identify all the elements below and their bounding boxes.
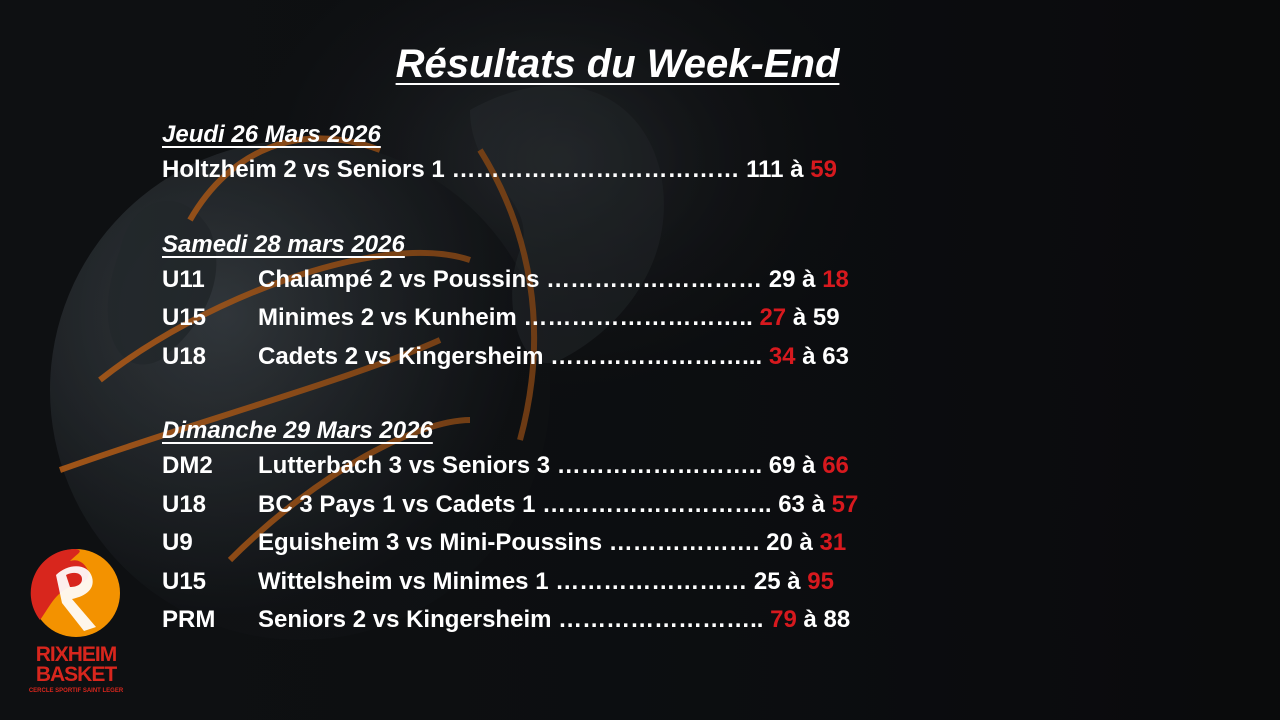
match-category: U18 [162, 342, 207, 370]
match-dots: ………………. [608, 529, 760, 556]
match-teams: Lutterbach 3 vs Seniors 3 [258, 452, 551, 479]
match-teams: Minimes 2 vs Kunheim [258, 304, 517, 331]
match-dots: ……………………….. [523, 304, 753, 331]
score-away: 59 [810, 156, 837, 183]
match-dots: …………………….. [556, 452, 763, 479]
match-row: U18 BC 3 Pays 1 vs Cadets 1 ……………………….. 6… [162, 486, 858, 525]
score-away: 88 [823, 606, 851, 633]
score-away: 66 [822, 452, 849, 479]
score-separator: à [790, 156, 804, 183]
match-row: PRM Seniors 2 vs Kingersheim …………………….. 7… [162, 601, 858, 640]
score-home: 27 [759, 304, 787, 331]
match-teams: Wittelsheim vs Minimes 1 [258, 567, 549, 595]
score-home: 20 [766, 529, 793, 556]
match-row: U15 Minimes 2 vs Kunheim ……………………….. 27 à… [162, 299, 858, 338]
match-row: Holtzheim 2 vs Seniors 1 ……………………………… 11… [162, 151, 858, 190]
score-away: 59 [812, 304, 840, 331]
score-away: 63 [822, 342, 849, 370]
score-separator: à [792, 304, 807, 331]
score-home: 79 [770, 606, 797, 633]
match-teams: Eguisheim 3 vs Mini-Poussins [258, 529, 603, 556]
score-home: 69 [768, 452, 796, 479]
match-dots: ……………………... [550, 342, 763, 370]
match-dots: ……………………… [546, 265, 763, 293]
rixheim-basket-logo: RIXHEIM BASKET CERCLE SPORTIF SAINT LEGE… [26, 545, 126, 705]
score-home: 29 [768, 265, 796, 293]
logo-emblem-icon [30, 548, 120, 637]
match-category: DM2 [162, 452, 213, 479]
match-category: U9 [162, 529, 193, 556]
results-list: Jeudi 26 Mars 2026 Holtzheim 2 vs Senior… [162, 118, 858, 640]
match-teams: Chalampé 2 vs Poussins [258, 265, 540, 293]
day-heading: Jeudi 26 Mars 2026 [162, 121, 381, 148]
match-dots: …………………… [555, 567, 748, 595]
match-row: DM2 Lutterbach 3 vs Seniors 3 …………………….. … [162, 447, 858, 486]
score-away: 57 [831, 490, 859, 518]
logo-name-line1: RIXHEIM [35, 643, 118, 666]
score-separator: à [787, 567, 801, 595]
match-category: U11 [162, 265, 205, 293]
score-home: 111 [746, 156, 784, 183]
score-separator: à [799, 529, 813, 556]
match-dots: …………………….. [558, 606, 764, 633]
score-separator: à [811, 490, 825, 518]
match-dots: ……………………….. [542, 490, 772, 518]
score-home: 34 [768, 342, 796, 370]
score-home: 63 [778, 490, 805, 518]
match-row: U18 Cadets 2 vs Kingersheim ……………………... 3… [162, 338, 858, 377]
match-teams: Seniors 2 vs Kingersheim [258, 606, 552, 633]
match-row: U11 Chalampé 2 vs Poussins ……………………… 29 à… [162, 261, 858, 300]
match-category: PRM [162, 606, 216, 633]
match-category: U15 [162, 304, 207, 331]
match-teams: Cadets 2 vs Kingersheim [258, 342, 544, 370]
day-heading: Dimanche 29 Mars 2026 [162, 417, 433, 444]
score-home: 25 [753, 567, 781, 595]
score-away: 31 [819, 529, 847, 556]
match-teams: Holtzheim 2 vs Seniors 1 [162, 156, 445, 183]
logo-subtitle: CERCLE SPORTIF SAINT LEGER [28, 688, 124, 694]
match-row: U15 Wittelsheim vs Minimes 1 …………………… 25 … [162, 563, 858, 602]
score-away: 18 [822, 265, 849, 293]
page-title: Résultats du Week-End [395, 42, 840, 86]
match-teams: BC 3 Pays 1 vs Cadets 1 [258, 490, 536, 518]
match-category: U18 [162, 490, 207, 518]
day-heading: Samedi 28 mars 2026 [162, 230, 405, 258]
match-category: U15 [162, 567, 207, 595]
score-separator: à [802, 342, 816, 370]
score-separator: à [802, 265, 816, 293]
logo-name-line2: BASKET [35, 663, 117, 686]
score-away: 95 [807, 567, 834, 595]
score-separator: à [802, 452, 816, 479]
match-row: U9 Eguisheim 3 vs Mini-Poussins ………………. 2… [162, 524, 858, 563]
match-dots: ……………………………… [451, 156, 740, 183]
score-separator: à [803, 606, 817, 633]
